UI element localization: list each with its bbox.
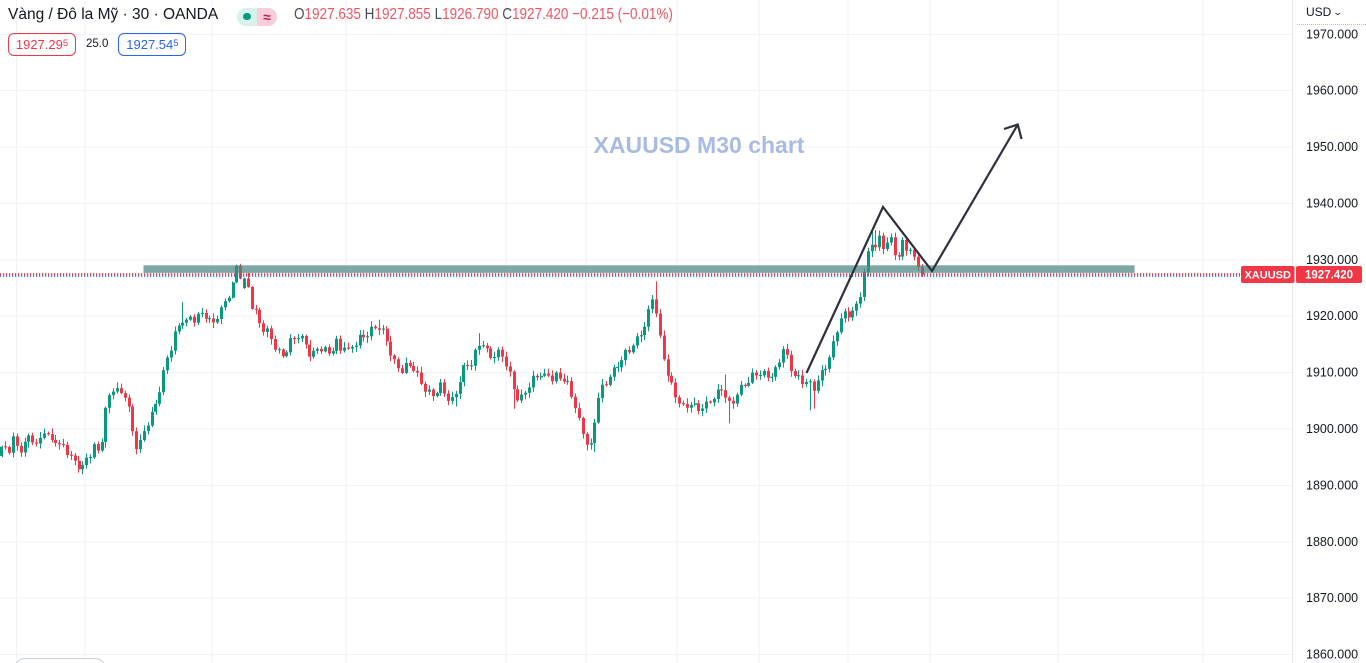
svg-text:1940.000: 1940.000 (1306, 197, 1358, 211)
svg-text:1927.420: 1927.420 (1305, 270, 1353, 282)
svg-text:1950.000: 1950.000 (1306, 140, 1358, 154)
svg-text:XAUUSD: XAUUSD (1244, 270, 1291, 282)
svg-text:1880.000: 1880.000 (1306, 535, 1358, 549)
svg-text:1960.000: 1960.000 (1306, 84, 1358, 98)
svg-text:XAUUSD M30 chart: XAUUSD M30 chart (594, 132, 805, 158)
svg-text:1970.000: 1970.000 (1306, 27, 1358, 41)
svg-text:1930.000: 1930.000 (1306, 253, 1358, 267)
svg-text:1870.000: 1870.000 (1306, 591, 1358, 605)
svg-text:1890.000: 1890.000 (1306, 478, 1358, 492)
svg-text:1900.000: 1900.000 (1306, 422, 1358, 436)
svg-text:1860.000: 1860.000 (1306, 648, 1358, 662)
svg-text:1910.000: 1910.000 (1306, 366, 1358, 380)
svg-text:1920.000: 1920.000 (1306, 309, 1358, 323)
